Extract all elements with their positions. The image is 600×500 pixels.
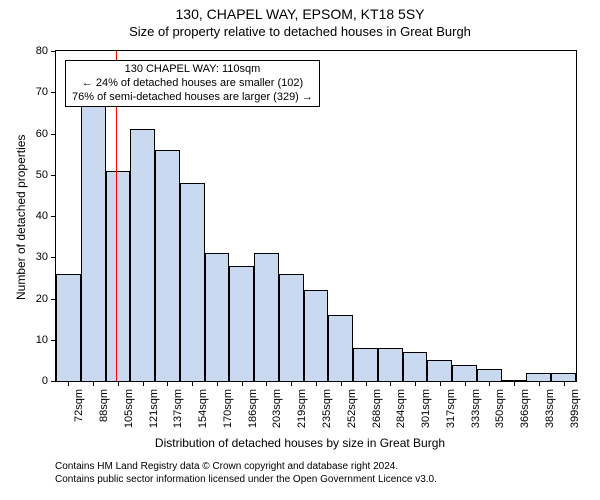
y-tick-label: 40 xyxy=(36,210,48,222)
y-tick xyxy=(51,381,56,382)
x-tick xyxy=(266,381,267,386)
x-tick xyxy=(68,381,69,386)
x-tick-label: 399sqm xyxy=(569,389,581,428)
x-tick-label: 235sqm xyxy=(321,389,333,428)
x-tick xyxy=(217,381,218,386)
x-tick-label: 333sqm xyxy=(470,389,482,428)
histogram-bar xyxy=(378,348,403,381)
y-axis-label: Number of detached properties xyxy=(14,135,28,300)
attribution-line-2: Contains public sector information licen… xyxy=(55,473,437,486)
histogram-bar xyxy=(403,352,428,381)
histogram-bar xyxy=(551,373,576,381)
histogram-bar xyxy=(56,274,81,381)
histogram-bar xyxy=(477,369,502,381)
y-tick-label: 10 xyxy=(36,334,48,346)
histogram-bar xyxy=(452,365,477,382)
histogram-bar xyxy=(304,290,329,381)
y-tick xyxy=(51,175,56,176)
y-tick-label: 30 xyxy=(36,251,48,263)
histogram-bar xyxy=(106,171,131,381)
x-tick-label: 170sqm xyxy=(222,389,234,428)
x-tick xyxy=(489,381,490,386)
chart-title: 130, CHAPEL WAY, EPSOM, KT18 5SY xyxy=(0,6,600,22)
y-tick-label: 20 xyxy=(36,293,48,305)
x-tick xyxy=(192,381,193,386)
histogram-bar xyxy=(353,348,378,381)
y-tick xyxy=(51,51,56,52)
x-tick xyxy=(514,381,515,386)
histogram-bar xyxy=(279,274,304,381)
x-tick-label: 121sqm xyxy=(148,389,160,428)
chart-container: { "header": { "address": "130, CHAPEL WA… xyxy=(0,0,600,500)
y-tick-label: 60 xyxy=(36,128,48,140)
histogram-bar xyxy=(205,253,230,381)
histogram-bar xyxy=(526,373,551,381)
x-tick-label: 105sqm xyxy=(123,389,135,428)
x-tick-label: 317sqm xyxy=(445,389,457,428)
x-tick-label: 268sqm xyxy=(371,389,383,428)
x-tick xyxy=(316,381,317,386)
x-tick-label: 137sqm xyxy=(172,389,184,428)
x-tick xyxy=(291,381,292,386)
chart-subtitle: Size of property relative to detached ho… xyxy=(0,24,600,39)
y-tick-label: 80 xyxy=(36,45,48,57)
x-tick-label: 186sqm xyxy=(247,389,259,428)
histogram-bar xyxy=(427,360,452,381)
x-tick-label: 88sqm xyxy=(98,389,110,422)
y-tick xyxy=(51,92,56,93)
histogram-bar xyxy=(81,101,106,382)
attribution-line-1: Contains HM Land Registry data © Crown c… xyxy=(55,460,437,473)
x-tick-label: 203sqm xyxy=(271,389,283,428)
x-tick-label: 350sqm xyxy=(494,389,506,428)
histogram-bar xyxy=(254,253,279,381)
histogram-bar xyxy=(229,266,254,382)
histogram-bar xyxy=(155,150,180,381)
y-tick xyxy=(51,134,56,135)
x-tick-label: 383sqm xyxy=(544,389,556,428)
x-tick xyxy=(167,381,168,386)
x-tick xyxy=(564,381,565,386)
x-tick-label: 301sqm xyxy=(420,389,432,428)
x-tick xyxy=(539,381,540,386)
annotation-line: 76% of semi-detached houses are larger (… xyxy=(72,91,313,105)
x-tick xyxy=(242,381,243,386)
x-tick xyxy=(440,381,441,386)
x-tick-label: 366sqm xyxy=(519,389,531,428)
x-tick-label: 252sqm xyxy=(346,389,358,428)
annotation-line: ← 24% of detached houses are smaller (10… xyxy=(72,77,313,91)
x-tick xyxy=(415,381,416,386)
x-tick xyxy=(93,381,94,386)
histogram-bar xyxy=(180,183,205,381)
histogram-bar xyxy=(130,129,155,381)
y-tick-label: 0 xyxy=(42,375,48,387)
y-tick-label: 50 xyxy=(36,169,48,181)
x-tick-label: 284sqm xyxy=(395,389,407,428)
x-tick xyxy=(118,381,119,386)
x-tick-label: 219sqm xyxy=(296,389,308,428)
histogram-bar xyxy=(328,315,353,381)
y-tick xyxy=(51,216,56,217)
x-tick xyxy=(143,381,144,386)
y-tick-label: 70 xyxy=(36,86,48,98)
x-tick xyxy=(341,381,342,386)
x-tick xyxy=(366,381,367,386)
x-tick xyxy=(390,381,391,386)
x-tick-label: 154sqm xyxy=(197,389,209,428)
x-tick xyxy=(465,381,466,386)
annotation-line: 130 CHAPEL WAY: 110sqm xyxy=(72,63,313,77)
attribution-text: Contains HM Land Registry data © Crown c… xyxy=(55,460,437,486)
x-tick-label: 72sqm xyxy=(73,389,85,422)
x-axis-label: Distribution of detached houses by size … xyxy=(0,436,600,450)
annotation-box: 130 CHAPEL WAY: 110sqm← 24% of detached … xyxy=(65,60,320,107)
y-tick xyxy=(51,257,56,258)
